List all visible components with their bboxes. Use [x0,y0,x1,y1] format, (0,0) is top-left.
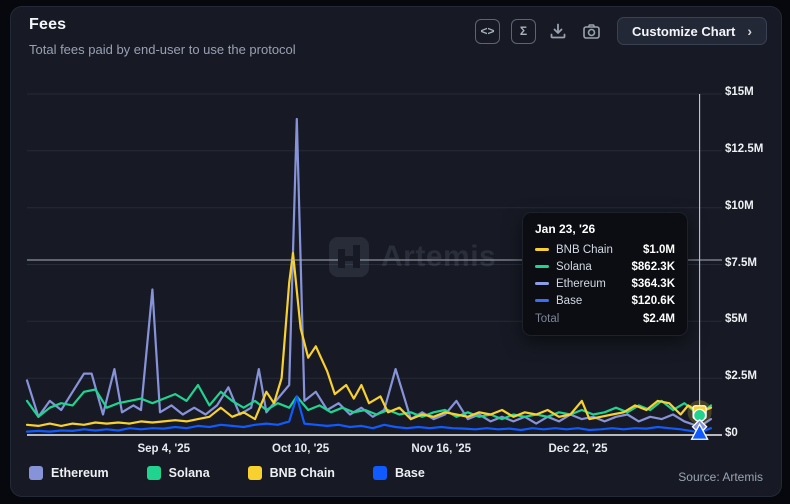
tooltip-series-value: $1.0M [643,243,675,256]
tooltip-series-name: Solana [556,260,592,273]
y-tick-label: $15M [725,86,754,98]
hover-marker-base [690,422,709,440]
chevron-right-icon: › [747,23,752,39]
tooltip-series-value: $120.6K [631,294,675,307]
tooltip-row: BNB Chain $1.0M [535,241,675,258]
tooltip-series-value: $364.3K [631,277,675,290]
download-icon [550,23,566,39]
sigma-icon: Σ [519,24,528,38]
download-button[interactable] [547,20,569,42]
chart-plot-area[interactable]: Artemis $0 $2.5M $5M $7.5M $10M $12.5M $15M Se… [25,86,763,455]
page-title: Fees [29,16,67,33]
series-dash-icon [535,248,549,251]
legend-label: Ethereum [51,466,109,480]
legend-label: Base [394,466,425,480]
x-tick-label: Sep 4, '25 [137,443,191,455]
screenshot-button[interactable] [580,20,602,42]
chart-legend: Ethereum Solana BNB Chain Base [29,466,425,480]
tooltip-series-value: $862.3K [631,260,675,273]
tooltip-total-label: Total [535,312,560,325]
chart-tooltip: Jan 23, '26 BNB Chain $1.0M Solana $862.3K E… [522,212,688,336]
legend-swatch-icon [146,466,161,480]
camera-icon [582,23,600,39]
tooltip-date: Jan 23, '26 [535,222,596,236]
customize-chart-label: Customize Chart [632,23,736,39]
legend-label: Solana [168,466,210,480]
series-dash-icon [535,265,549,268]
tooltip-rows: BNB Chain $1.0M Solana $862.3K Ethereum $364.… [535,241,675,309]
tooltip-row: Solana $862.3K [535,258,675,275]
x-tick-label: Dec 22, '25 [548,443,608,455]
source-attribution: Source: Artemis [678,470,763,484]
legend-swatch-icon [247,466,262,480]
code-icon: <> [480,24,495,38]
y-tick-label: $10M [725,199,754,212]
legend-item-solana[interactable]: Solana [146,466,210,480]
tooltip-series-name: BNB Chain [556,243,613,256]
fees-line-chart[interactable] [25,93,722,440]
y-tick-label: $0 [725,427,738,439]
formula-button[interactable]: Σ [511,18,537,44]
y-tick-label: $7.5M [725,256,757,269]
x-tick-label: Oct 10, '25 [272,443,330,455]
legend-item-bnb-chain[interactable]: BNB Chain [247,466,335,480]
series-line-base [25,395,713,434]
legend-swatch-icon [372,466,387,480]
legend-label: BNB Chain [269,466,335,480]
tooltip-series-name: Base [556,294,583,307]
series-line-solana [25,383,713,421]
tooltip-row: Ethereum $364.3K [535,275,675,292]
chart-card: Fees Total fees paid by end-user to use … [10,6,782,497]
page-subtitle: Total fees paid by end-user to use the p… [29,42,296,57]
y-tick-label: $2.5M [725,370,757,383]
tooltip-total-value: $2.4M [643,312,675,325]
tooltip-series-name: Ethereum [556,277,606,290]
y-tick-label: $12.5M [725,142,764,155]
legend-item-base[interactable]: Base [372,466,425,480]
series-dash-icon [535,299,549,302]
series-dash-icon [535,282,549,285]
tooltip-total-row: Total $2.4M [535,310,675,327]
chart-toolbar: <> Σ Customize Chart › [475,17,767,45]
series-line-bnb-chain [25,252,713,427]
y-tick-label: $5M [725,313,748,326]
legend-swatch-icon [29,466,43,480]
customize-chart-button[interactable]: Customize Chart › [617,17,767,45]
x-tick-label: Nov 16, '25 [411,443,471,455]
embed-code-button[interactable]: <> [475,18,501,44]
legend-item-ethereum[interactable]: Ethereum [29,466,109,480]
tooltip-row: Base $120.6K [535,292,675,309]
